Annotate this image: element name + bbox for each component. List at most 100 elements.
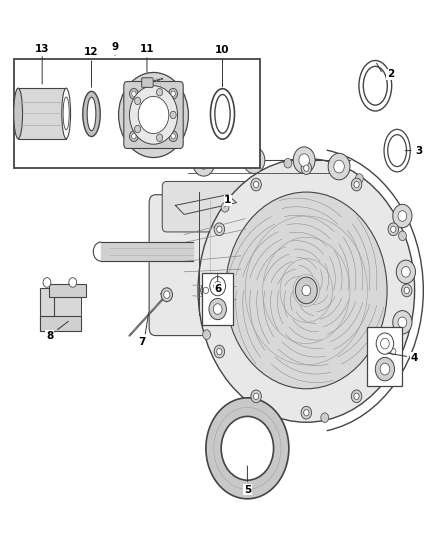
Text: 3: 3: [415, 146, 422, 156]
Circle shape: [214, 281, 222, 291]
Text: 5: 5: [244, 485, 251, 495]
Circle shape: [393, 204, 412, 228]
Ellipse shape: [388, 135, 406, 166]
Circle shape: [295, 277, 317, 304]
Circle shape: [398, 211, 407, 221]
Bar: [14, 59, 261, 168]
Circle shape: [213, 304, 222, 314]
Circle shape: [251, 390, 261, 403]
Circle shape: [221, 416, 274, 480]
Circle shape: [321, 413, 328, 423]
Circle shape: [226, 192, 387, 389]
Text: 7: 7: [138, 337, 145, 347]
Ellipse shape: [83, 91, 100, 136]
Bar: [40, 288, 54, 332]
Circle shape: [171, 134, 175, 139]
Circle shape: [404, 287, 410, 294]
Circle shape: [132, 134, 136, 139]
Circle shape: [171, 91, 175, 96]
Circle shape: [221, 203, 229, 212]
Circle shape: [209, 298, 226, 320]
Circle shape: [130, 86, 177, 144]
Text: 8: 8: [46, 330, 53, 341]
Circle shape: [170, 111, 176, 119]
Circle shape: [203, 287, 208, 294]
Circle shape: [354, 393, 359, 400]
Circle shape: [301, 162, 311, 174]
Circle shape: [284, 158, 292, 168]
Text: 1: 1: [224, 195, 231, 205]
Circle shape: [43, 278, 51, 287]
Circle shape: [249, 398, 257, 407]
Circle shape: [399, 231, 406, 240]
Circle shape: [243, 147, 265, 173]
Circle shape: [69, 278, 77, 287]
Circle shape: [375, 358, 395, 381]
Text: 4: 4: [411, 353, 418, 363]
Text: 6: 6: [214, 284, 221, 294]
FancyBboxPatch shape: [162, 181, 272, 232]
Bar: [49, 284, 86, 297]
Text: 10: 10: [215, 45, 230, 54]
Text: 9: 9: [112, 42, 119, 52]
Circle shape: [198, 157, 209, 169]
Circle shape: [254, 181, 259, 188]
Polygon shape: [54, 297, 81, 317]
Bar: [40, 317, 81, 332]
Circle shape: [249, 154, 259, 166]
Circle shape: [351, 390, 362, 403]
Circle shape: [299, 154, 309, 166]
Circle shape: [161, 288, 173, 302]
Circle shape: [214, 223, 225, 236]
Ellipse shape: [359, 61, 392, 111]
Ellipse shape: [363, 66, 387, 105]
Circle shape: [376, 333, 394, 354]
Circle shape: [193, 150, 215, 176]
FancyBboxPatch shape: [142, 78, 153, 87]
Circle shape: [138, 96, 169, 134]
Text: 11: 11: [140, 44, 154, 53]
Circle shape: [156, 134, 162, 141]
Circle shape: [304, 165, 309, 171]
Circle shape: [384, 369, 392, 378]
Circle shape: [198, 159, 415, 422]
Circle shape: [217, 349, 222, 355]
Circle shape: [210, 277, 226, 296]
Circle shape: [206, 398, 289, 499]
Circle shape: [391, 349, 396, 355]
Circle shape: [402, 266, 410, 277]
Ellipse shape: [14, 88, 22, 139]
Bar: [18, 88, 66, 139]
Circle shape: [302, 285, 311, 296]
Bar: [367, 327, 403, 386]
Circle shape: [402, 284, 412, 297]
Circle shape: [381, 338, 389, 349]
Text: 2: 2: [387, 69, 394, 79]
Circle shape: [217, 226, 222, 232]
Circle shape: [301, 406, 311, 419]
Circle shape: [169, 131, 177, 142]
Circle shape: [134, 97, 141, 104]
Circle shape: [351, 178, 362, 191]
Circle shape: [334, 160, 344, 173]
Text: 12: 12: [84, 47, 99, 57]
Text: 13: 13: [35, 44, 49, 53]
Circle shape: [203, 330, 211, 340]
Circle shape: [119, 72, 188, 158]
FancyBboxPatch shape: [149, 195, 241, 336]
Circle shape: [388, 345, 399, 358]
Circle shape: [328, 154, 350, 180]
Circle shape: [354, 181, 359, 188]
Circle shape: [393, 311, 412, 334]
Circle shape: [201, 284, 211, 297]
Ellipse shape: [215, 94, 230, 133]
Circle shape: [132, 91, 136, 96]
Circle shape: [254, 393, 259, 400]
Circle shape: [304, 409, 309, 416]
Circle shape: [130, 131, 138, 142]
Circle shape: [388, 223, 399, 236]
Circle shape: [380, 364, 390, 375]
Ellipse shape: [384, 130, 410, 172]
Circle shape: [398, 317, 407, 328]
Ellipse shape: [211, 88, 234, 139]
